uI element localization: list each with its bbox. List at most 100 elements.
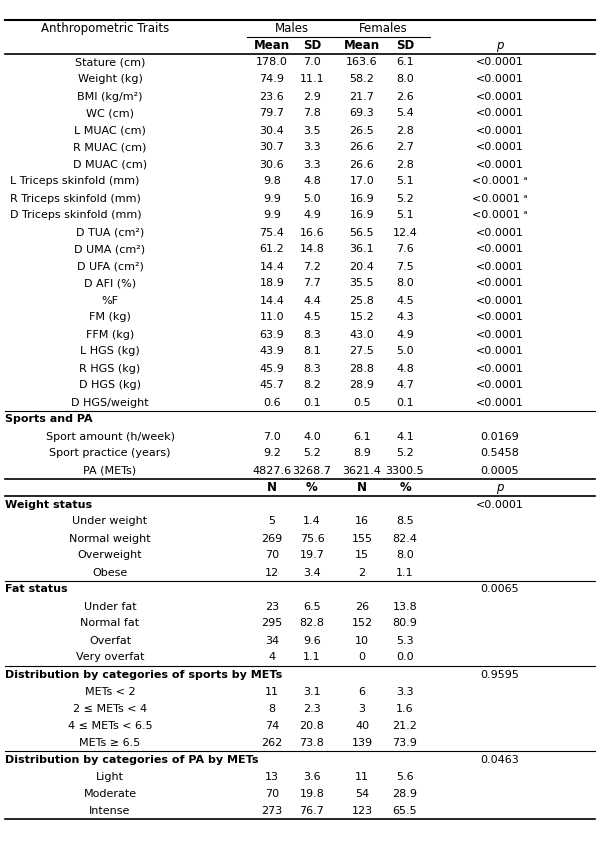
Text: 4: 4 [268,652,275,663]
Text: Intense: Intense [89,805,131,816]
Text: 17.0: 17.0 [350,176,374,186]
Text: 11: 11 [265,687,279,697]
Text: <0.0001: <0.0001 [476,346,524,357]
Text: 3300.5: 3300.5 [386,465,424,475]
Text: 0: 0 [359,652,365,663]
Text: %: % [306,481,318,494]
Text: 2 ≤ METs < 4: 2 ≤ METs < 4 [73,704,147,714]
Text: 4.9: 4.9 [396,329,414,339]
Text: 1.1: 1.1 [303,652,321,663]
Text: <0.0001 ᵃ: <0.0001 ᵃ [472,193,528,203]
Text: 11: 11 [355,771,369,781]
Text: <0.0001: <0.0001 [476,279,524,288]
Text: 5.2: 5.2 [396,449,414,458]
Text: 73.9: 73.9 [392,738,418,747]
Text: 43.0: 43.0 [350,329,374,339]
Text: Males: Males [275,22,309,35]
Text: Light: Light [96,771,124,781]
Text: p: p [496,481,504,494]
Text: 21.7: 21.7 [350,91,374,102]
Text: 4.1: 4.1 [396,432,414,441]
Text: 8.0: 8.0 [396,551,414,561]
Text: 4.8: 4.8 [303,176,321,186]
Text: 3.3: 3.3 [303,160,321,169]
Text: 3.4: 3.4 [303,568,321,577]
Text: 4.0: 4.0 [303,432,321,441]
Text: Normal weight: Normal weight [69,534,151,544]
Text: 43.9: 43.9 [260,346,284,357]
Text: N: N [267,481,277,494]
Text: 9.2: 9.2 [263,449,281,458]
Text: 23: 23 [265,602,279,611]
Text: 5.2: 5.2 [396,193,414,203]
Text: 8.3: 8.3 [303,329,321,339]
Text: 5.6: 5.6 [396,771,414,781]
Text: 0.5458: 0.5458 [481,449,520,458]
Text: 15.2: 15.2 [350,312,374,322]
Text: 152: 152 [352,618,373,628]
Text: <0.0001: <0.0001 [476,126,524,135]
Text: 0.0463: 0.0463 [481,754,520,764]
Text: Under fat: Under fat [83,602,136,611]
Text: R Triceps skinfold (mm): R Triceps skinfold (mm) [10,193,141,203]
Text: 19.7: 19.7 [299,551,325,561]
Text: <0.0001: <0.0001 [476,398,524,408]
Text: 45.9: 45.9 [260,363,284,374]
Text: 30.4: 30.4 [260,126,284,135]
Text: SD: SD [303,39,321,52]
Text: 8.2: 8.2 [303,380,321,391]
Text: 9.9: 9.9 [263,210,281,221]
Text: Normal fat: Normal fat [80,618,140,628]
Text: 12: 12 [265,568,279,577]
Text: SD: SD [396,39,414,52]
Text: <0.0001: <0.0001 [476,262,524,272]
Text: D Triceps skinfold (mm): D Triceps skinfold (mm) [10,210,142,221]
Text: 0.5: 0.5 [353,398,371,408]
Text: 58.2: 58.2 [350,74,374,85]
Text: 13: 13 [265,771,279,781]
Text: Distribution by categories of sports by METs: Distribution by categories of sports by … [5,669,282,680]
Text: 8.5: 8.5 [396,516,414,527]
Text: 0.0065: 0.0065 [481,585,520,594]
Text: 14.4: 14.4 [260,262,284,272]
Text: 7.8: 7.8 [303,109,321,119]
Text: 74.9: 74.9 [260,74,284,85]
Text: 8.0: 8.0 [396,279,414,288]
Text: 65.5: 65.5 [392,805,418,816]
Text: <0.0001: <0.0001 [476,499,524,510]
Text: Sports and PA: Sports and PA [5,415,92,424]
Text: Under weight: Under weight [73,516,148,527]
Text: 3.5: 3.5 [303,126,321,135]
Text: 21.2: 21.2 [392,721,418,730]
Text: Stature (cm): Stature (cm) [75,57,145,68]
Text: 14.8: 14.8 [299,245,325,255]
Text: <0.0001 ᵃ: <0.0001 ᵃ [472,176,528,186]
Text: Mean: Mean [344,39,380,52]
Text: 36.1: 36.1 [350,245,374,255]
Text: 30.7: 30.7 [260,143,284,152]
Text: <0.0001: <0.0001 [476,109,524,119]
Text: Overweight: Overweight [77,551,142,561]
Text: 82.4: 82.4 [392,534,418,544]
Text: 23.6: 23.6 [260,91,284,102]
Text: 262: 262 [262,738,283,747]
Text: 76.7: 76.7 [299,805,325,816]
Text: D TUA (cm²): D TUA (cm²) [76,227,144,238]
Text: 2.3: 2.3 [303,704,321,714]
Text: 1.4: 1.4 [303,516,321,527]
Text: 8.1: 8.1 [303,346,321,357]
Text: Very overfat: Very overfat [76,652,144,663]
Text: 80.9: 80.9 [392,618,418,628]
Text: 4 ≤ METs < 6.5: 4 ≤ METs < 6.5 [68,721,152,730]
Text: METs < 2: METs < 2 [85,687,136,697]
Text: N: N [357,481,367,494]
Text: 178.0: 178.0 [256,57,288,68]
Text: 5.0: 5.0 [396,346,414,357]
Text: 35.5: 35.5 [350,279,374,288]
Text: 9.9: 9.9 [263,193,281,203]
Text: Distribution by categories of PA by METs: Distribution by categories of PA by METs [5,754,259,764]
Text: 63.9: 63.9 [260,329,284,339]
Text: WC (cm): WC (cm) [86,109,134,119]
Text: 5.4: 5.4 [396,109,414,119]
Text: 2.9: 2.9 [303,91,321,102]
